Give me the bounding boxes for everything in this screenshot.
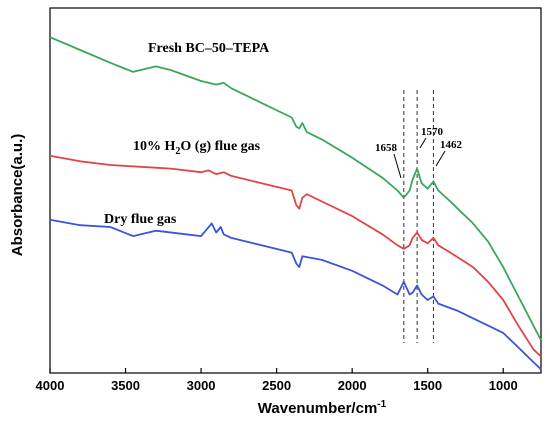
peak-pointer: [393, 153, 402, 179]
series-lines: [49, 36, 542, 371]
x-tick-label: 2500: [262, 378, 291, 393]
x-tick-label: 3500: [111, 378, 140, 393]
x-tick-label: 3000: [187, 378, 216, 393]
series-label-h2o: 10% H2O (g) flue gas: [133, 139, 261, 157]
x-tick-label: 1000: [489, 378, 518, 393]
series-label-fresh: Fresh BC–50–TEPA: [148, 41, 270, 56]
peak-pointer: [419, 137, 427, 149]
x-tick-label: 4000: [36, 378, 65, 393]
x-axis-ticks: 4000 3500 3000 2500 2000 1500 1000: [36, 368, 518, 393]
series-line-2: [49, 218, 542, 371]
x-tick-label: 1500: [413, 378, 442, 393]
series-line-1: [49, 154, 542, 358]
peak-pointer: [435, 150, 446, 167]
series-label-dry: Dry flue gas: [104, 212, 177, 227]
x-tick-label: 2000: [338, 378, 367, 393]
series-line-0: [49, 36, 542, 341]
plot-frame: [49, 7, 542, 374]
y-axis-title: Absorbance(a.u.): [9, 134, 26, 257]
peak-label: 1462: [440, 139, 463, 151]
x-axis-title: Wavenumber/cm-1: [258, 399, 387, 417]
peak-label: 1570: [421, 126, 444, 138]
peak-label: 1658: [375, 142, 398, 154]
reference-lines: [403, 90, 434, 343]
